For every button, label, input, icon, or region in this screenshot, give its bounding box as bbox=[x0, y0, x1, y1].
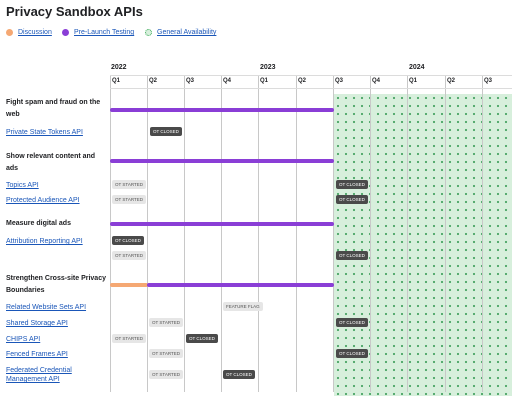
legend-testing-link[interactable]: Pre-Launch Testing bbox=[74, 29, 135, 36]
quarter-label: Q1 bbox=[409, 78, 418, 84]
quarter-label: Q3 bbox=[186, 78, 195, 84]
gridline bbox=[296, 75, 297, 392]
page-title: Privacy Sandbox APIs bbox=[6, 4, 143, 19]
discussion-bar bbox=[110, 283, 148, 287]
ot-started-badge: OT STARTED bbox=[149, 318, 184, 327]
gridline bbox=[147, 75, 148, 392]
gridline bbox=[370, 75, 371, 392]
discussion-dot-icon bbox=[6, 29, 13, 36]
quarter-label: Q3 bbox=[335, 78, 344, 84]
row-divider bbox=[110, 75, 512, 76]
api-protected-audience-link[interactable]: Protected Audience API bbox=[6, 197, 80, 204]
ot-started-badge: OT STARTED bbox=[149, 349, 184, 358]
quarter-label: Q1 bbox=[112, 78, 121, 84]
year-label: 2023 bbox=[260, 64, 276, 71]
ot-closed-badge: OT CLOSED bbox=[336, 349, 368, 358]
legend-discussion[interactable]: Discussion bbox=[6, 29, 52, 36]
gridline bbox=[407, 75, 408, 392]
ot-closed-badge: OT CLOSED bbox=[336, 318, 368, 327]
ot-started-badge: OT STARTED bbox=[112, 334, 147, 343]
gridline bbox=[221, 75, 222, 392]
legend-discussion-link[interactable]: Discussion bbox=[18, 29, 52, 36]
ot-closed-badge: OT CLOSED bbox=[112, 236, 144, 245]
gridline bbox=[333, 75, 334, 392]
ot-closed-badge: OT CLOSED bbox=[336, 180, 368, 189]
api-fenced-frames-link[interactable]: Fenced Frames API bbox=[6, 351, 68, 358]
testing-dot-icon bbox=[62, 29, 69, 36]
testing-bar bbox=[110, 159, 334, 163]
year-label: 2024 bbox=[409, 64, 425, 71]
api-private-state-tokens-link[interactable]: Private State Tokens API bbox=[6, 129, 83, 136]
category-relevant-content: Show relevant content and ads bbox=[6, 153, 96, 172]
ot-closed-badge: OT CLOSED bbox=[186, 334, 218, 343]
legend-general-availability[interactable]: General Availability bbox=[145, 29, 216, 36]
quarter-label: Q1 bbox=[260, 78, 269, 84]
gridline bbox=[184, 75, 185, 392]
quarter-label: Q4 bbox=[372, 78, 381, 84]
ot-started-badge: OT STARTED bbox=[112, 195, 147, 204]
quarter-label: Q2 bbox=[298, 78, 307, 84]
ga-dot-icon bbox=[145, 29, 152, 36]
api-related-website-sets-link[interactable]: Related Website Sets API bbox=[6, 304, 87, 311]
api-topics-link[interactable]: Topics API bbox=[6, 182, 39, 189]
gridline bbox=[482, 75, 483, 392]
api-federated-credential-management-link[interactable]: Federated Credential Management API bbox=[6, 367, 72, 383]
testing-bar bbox=[110, 222, 334, 226]
testing-bar bbox=[147, 283, 334, 287]
quarter-label: Q4 bbox=[223, 78, 232, 84]
row-divider bbox=[110, 88, 512, 89]
ot-closed-badge: OT CLOSED bbox=[150, 127, 182, 136]
gridline bbox=[445, 75, 446, 392]
quarter-label: Q2 bbox=[447, 78, 456, 84]
ot-closed-badge: OT CLOSED bbox=[223, 370, 255, 379]
api-chips-link[interactable]: CHIPS API bbox=[6, 336, 41, 343]
category-cross-site-privacy: Strengthen Cross-site Privacy Boundaries bbox=[6, 275, 106, 294]
category-measure-ads: Measure digital ads bbox=[6, 220, 71, 227]
api-shared-storage-link[interactable]: Shared Storage API bbox=[6, 320, 68, 327]
ot-started-badge: OT STARTED bbox=[112, 180, 147, 189]
legend-ga-link[interactable]: General Availability bbox=[157, 29, 217, 36]
quarter-label: Q2 bbox=[149, 78, 158, 84]
quarter-label: Q3 bbox=[484, 78, 493, 84]
ot-started-badge: OT STARTED bbox=[112, 251, 147, 260]
category-fight-spam: Fight spam and fraud on the web bbox=[6, 99, 101, 118]
ot-started-badge: OT STARTED bbox=[149, 370, 184, 379]
gridline bbox=[110, 75, 111, 392]
ot-closed-badge: OT CLOSED bbox=[336, 195, 368, 204]
api-attribution-reporting-link[interactable]: Attribution Reporting API bbox=[6, 238, 83, 245]
year-label: 2022 bbox=[111, 64, 127, 71]
legend-pre-launch-testing[interactable]: Pre-Launch Testing bbox=[62, 29, 134, 36]
ot-closed-badge: OT CLOSED bbox=[336, 251, 368, 260]
testing-bar bbox=[110, 108, 334, 112]
gridline bbox=[258, 75, 259, 392]
feature-flag-badge: FEATURE FLAG bbox=[223, 302, 263, 311]
